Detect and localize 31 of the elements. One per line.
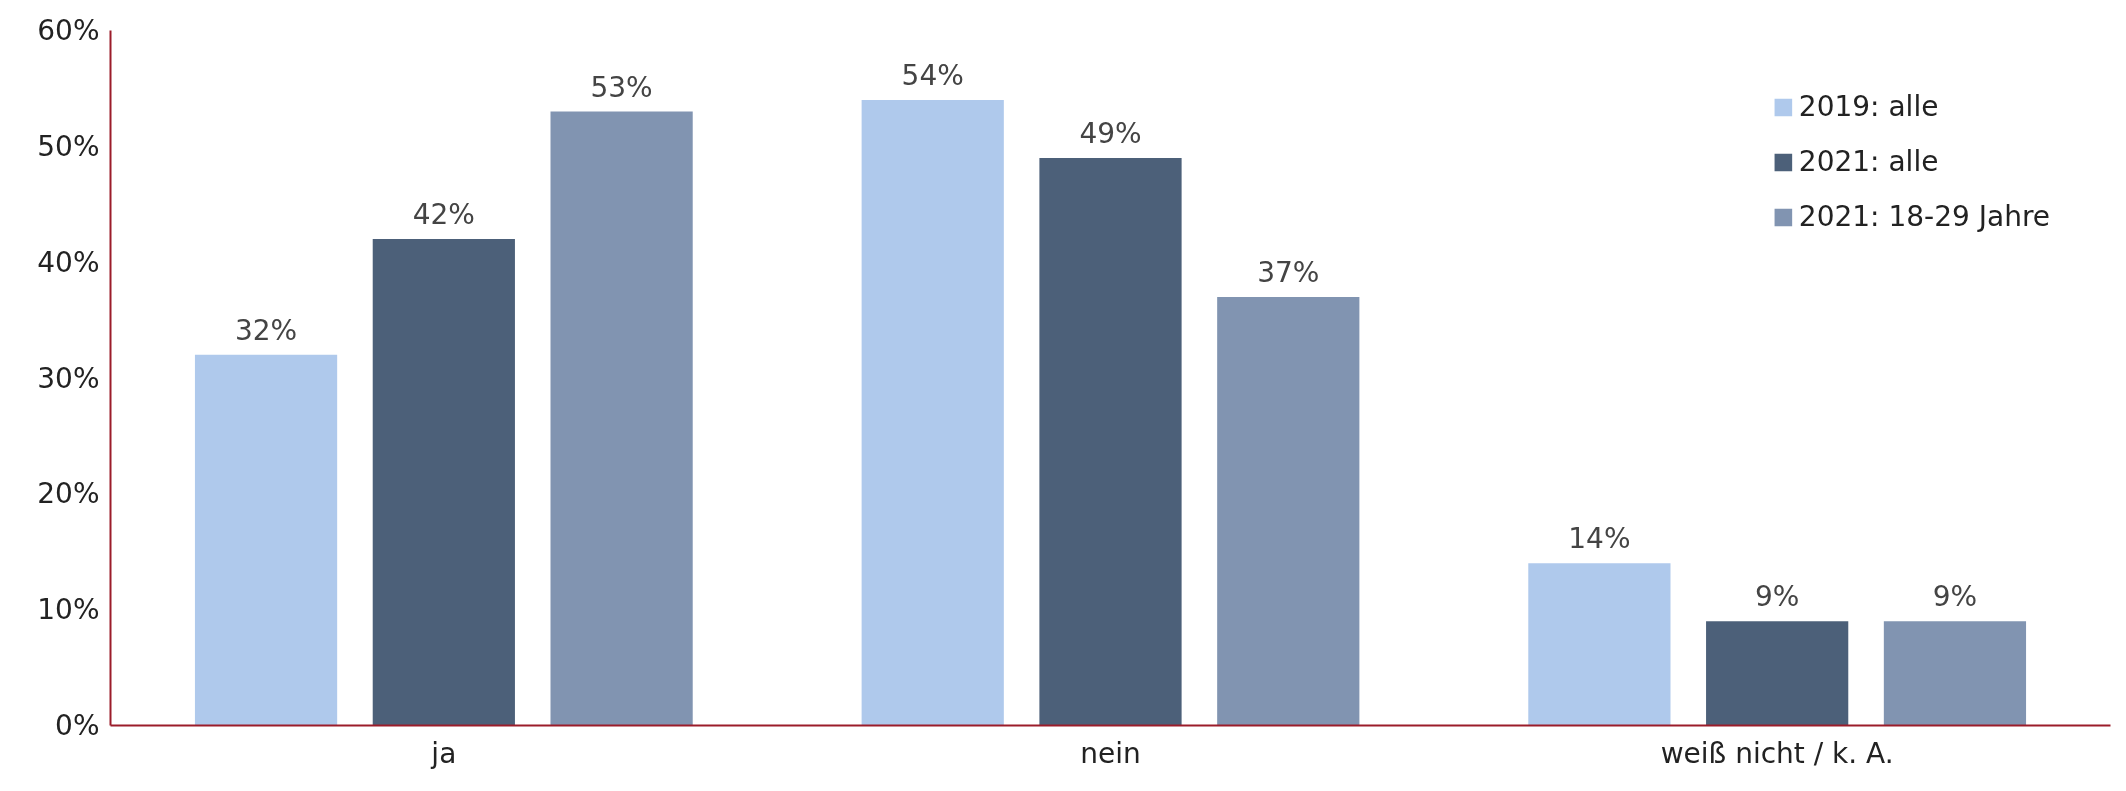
bar [1217,296,1360,726]
y-tick-label: 20% [37,477,100,511]
data-label: 9% [1932,580,1978,614]
data-label: 53% [590,70,653,104]
bar [1528,563,1671,726]
bar [194,354,338,726]
bar [1706,621,1849,726]
bar [372,239,515,726]
y-tick-label: 30% [37,361,100,395]
bar [1883,621,2027,726]
data-label: 54% [901,59,964,92]
data-label: 32% [234,313,298,347]
bar [550,111,693,726]
data-label: 37% [1257,255,1320,289]
y-tick-label: 40% [37,245,100,279]
y-tick-label: 50% [37,129,100,163]
data-label: 49% [1079,116,1142,150]
y-tick-label: 0% [55,709,100,742]
data-label: 14% [1568,522,1631,556]
x-tick-label: nein [1080,736,1141,770]
x-tick-label: weiß nicht / k. A. [1660,736,1894,770]
data-label: 42% [412,198,475,231]
legend-label: 2019: alle [1798,90,1939,123]
legend-label: 2021: alle [1798,145,1939,178]
y-tick-label: 10% [37,593,100,627]
bar [861,100,1004,726]
bar [1039,157,1182,726]
data-label: 9% [1754,580,1800,614]
x-tick-label: ja [430,736,457,770]
legend-label: 2021: 18-29 Jahre [1798,200,2050,233]
y-tick-label: 60% [37,14,100,47]
